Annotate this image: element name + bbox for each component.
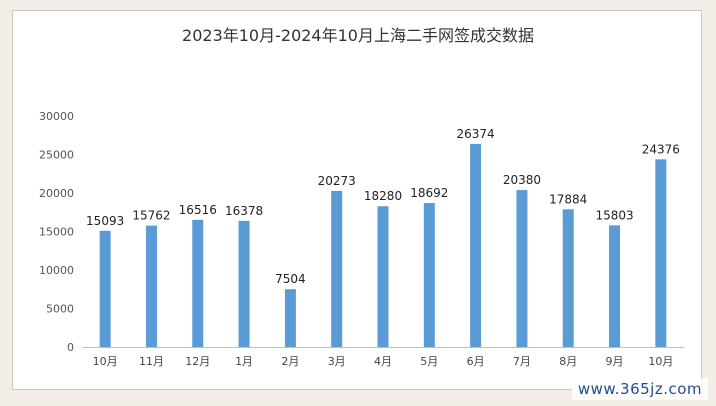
data-label: 7504 — [275, 272, 306, 286]
y-tick-label: 15000 — [39, 226, 74, 239]
data-label: 17884 — [549, 192, 587, 206]
data-label: 20273 — [318, 174, 356, 188]
y-axis: 0 5000 10000 15000 20000 25000 30000 — [39, 110, 74, 354]
data-label: 16378 — [225, 204, 263, 218]
data-label: 18280 — [364, 189, 402, 203]
bars — [99, 143, 667, 347]
y-tick-label: 20000 — [39, 187, 74, 200]
y-tick-label: 10000 — [39, 264, 74, 277]
x-tick-label: 1月 — [235, 355, 253, 368]
bar — [145, 225, 157, 347]
data-labels: 15093 15762 16516 16378 7504 20273 18280 18692 2… — [86, 127, 680, 286]
bar — [331, 190, 343, 347]
data-label: 15762 — [132, 209, 170, 223]
chart-frame — [12, 10, 702, 390]
x-axis: 10月 11月 12月 1月 2月 3月 4月 5月 6月 7月 8月 9月 10月 — [82, 347, 684, 368]
data-label: 16516 — [179, 203, 217, 217]
x-tick-label: 4月 — [374, 355, 392, 368]
x-tick-label: 7月 — [513, 355, 531, 368]
bar — [238, 220, 250, 347]
y-tick-label: 25000 — [39, 149, 74, 162]
watermark: www.365jz.com — [571, 378, 708, 400]
bar — [99, 230, 111, 347]
bar — [377, 206, 389, 347]
bar — [516, 190, 528, 347]
y-tick-label: 5000 — [46, 303, 74, 316]
x-tick-label: 6月 — [467, 355, 485, 368]
y-tick-label: 30000 — [39, 110, 74, 123]
x-tick-label: 10月 — [93, 355, 118, 368]
bar — [284, 289, 296, 347]
x-tick-label: 9月 — [606, 355, 624, 368]
data-label: 20380 — [503, 173, 541, 187]
bar — [609, 225, 621, 347]
bar — [192, 219, 204, 347]
x-tick-label: 10月 — [648, 355, 673, 368]
x-tick-label: 8月 — [559, 355, 577, 368]
x-tick-label: 12月 — [185, 355, 210, 368]
data-label: 15093 — [86, 214, 124, 228]
bar — [562, 209, 574, 347]
data-label: 15803 — [595, 208, 633, 222]
x-tick-label: 11月 — [139, 355, 164, 368]
y-tick-label: 0 — [67, 341, 74, 354]
bar — [655, 159, 667, 347]
x-tick-label: 5月 — [420, 355, 438, 368]
x-tick-label: 3月 — [328, 355, 346, 368]
x-tick-label: 2月 — [281, 355, 299, 368]
bar — [423, 203, 435, 347]
data-label: 26374 — [457, 127, 495, 141]
data-label: 18692 — [410, 186, 448, 200]
data-label: 24376 — [642, 142, 680, 156]
bar — [470, 143, 482, 347]
chart-title: 2023年10月-2024年10月上海二手网签成交数据 — [182, 26, 534, 45]
